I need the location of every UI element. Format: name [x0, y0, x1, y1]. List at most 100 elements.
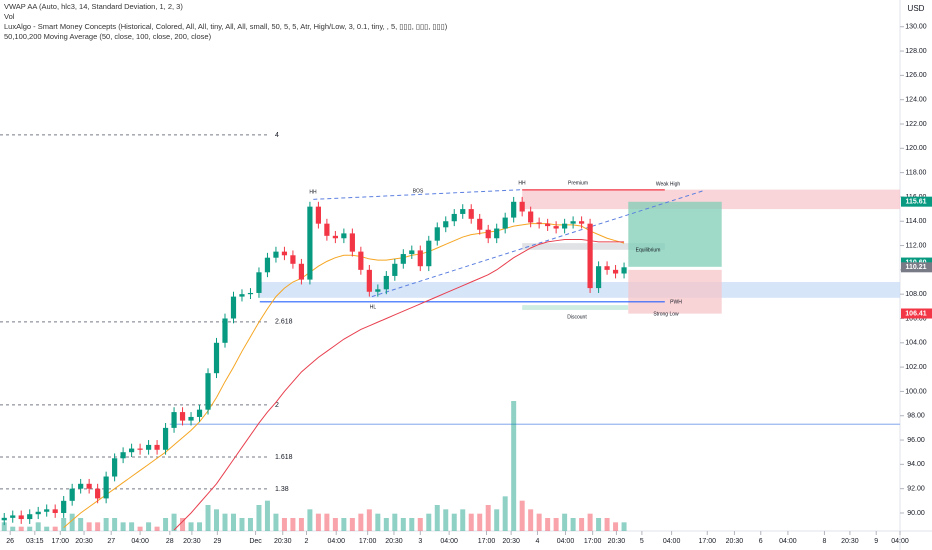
volume-bar [69, 513, 75, 531]
x-tick-label: Dec [249, 538, 262, 545]
x-tick-label: 17:00 [584, 538, 602, 545]
candle-body [10, 515, 16, 518]
candle-body [230, 296, 237, 319]
volume-bar [383, 518, 389, 531]
annotation: Strong Low [653, 311, 679, 317]
candle-body [112, 458, 118, 477]
zone [522, 243, 665, 250]
currency: USD [908, 4, 925, 13]
volume-bar [273, 513, 279, 531]
x-tick-label: 20:30 [726, 538, 744, 545]
volume-bar [137, 526, 143, 531]
candle-body [434, 227, 440, 241]
candle-body [366, 269, 372, 292]
candle-body [383, 275, 389, 290]
candle-body [18, 515, 24, 520]
volume-bar [239, 518, 245, 531]
volume-bar [604, 518, 610, 531]
volume-bar [163, 518, 169, 531]
y-tick-label: 112.00 [906, 242, 927, 249]
y-tick-label: 126.00 [905, 72, 927, 79]
candle-body [78, 483, 84, 489]
x-tick-label: 20:30 [183, 538, 201, 545]
candle-body [61, 500, 67, 513]
candle-body [460, 209, 466, 214]
fib-label: 1.618 [275, 454, 293, 461]
candle-body [562, 223, 568, 229]
volume-bar [553, 518, 559, 531]
y-tick-label: 104.00 [905, 340, 927, 347]
candle-body [324, 223, 330, 236]
x-tick-label: 27 [107, 538, 115, 545]
candle-body [485, 229, 491, 239]
x-tick-label: 04:00 [557, 538, 575, 545]
candle-body [553, 226, 559, 229]
x-tick-label: 20:30 [841, 538, 859, 545]
y-tick-label: 106.00 [905, 315, 927, 322]
volume-bar [222, 513, 228, 531]
volume-bar [485, 505, 491, 531]
candle-body [570, 221, 576, 224]
candle-body [162, 427, 169, 450]
candle-body [188, 416, 194, 421]
candle-body [222, 318, 228, 343]
price-badge [901, 262, 932, 273]
x-tick-label: 2 [305, 538, 309, 545]
candle-body [332, 235, 338, 239]
volume-bar [205, 505, 211, 531]
annotation: Discount [567, 314, 587, 320]
candle-body [35, 511, 41, 515]
volume-bar [10, 526, 16, 531]
candle-body [375, 289, 381, 292]
zone [522, 189, 900, 210]
volume-bar [78, 518, 84, 531]
volume-bar [451, 513, 457, 531]
volume-bar [417, 518, 423, 531]
candle-body [298, 263, 305, 280]
volume-bar [120, 522, 126, 531]
annotation: HH [309, 189, 317, 195]
x-tick-label: 28 [166, 538, 174, 545]
x-tick-label: 8 [822, 538, 826, 545]
candle-body [621, 267, 627, 274]
volume-bar [61, 518, 67, 531]
volume-bar [519, 500, 525, 531]
x-tick-label: 20:30 [608, 538, 626, 545]
x-tick-label: 04:00 [663, 538, 681, 545]
x-tick-label: 29 [213, 538, 221, 545]
y-tick-label: 92.00 [907, 486, 925, 493]
fib-label: 2 [275, 402, 279, 409]
candle-body [604, 266, 610, 270]
legend-line: 50,100,200 Moving Average (50, close, 10… [4, 32, 212, 41]
x-tick-label: 17:00 [359, 538, 377, 545]
volume-bar [154, 526, 160, 531]
candle-body [154, 444, 160, 450]
candle-body [392, 263, 398, 276]
x-tick-label: 03:15 [26, 538, 44, 545]
candle-body [95, 488, 101, 499]
volume-bar [358, 513, 364, 531]
y-tick-label: 120.00 [905, 145, 927, 152]
candle-body [612, 269, 619, 274]
volume-bar [315, 513, 321, 531]
candle-body [256, 272, 262, 293]
volume-bar [44, 526, 50, 531]
candle-body [273, 251, 279, 258]
volume-bar [324, 513, 330, 531]
x-tick-label: 17:00 [478, 538, 496, 545]
candle-body [1, 517, 7, 521]
volume-bar [188, 522, 194, 531]
x-tick-label: 5 [640, 538, 644, 545]
x-tick-label: 26 [6, 538, 14, 545]
candle-body [587, 223, 593, 289]
candle-body [307, 206, 313, 280]
x-tick-label: 04:00 [327, 538, 345, 545]
volume-bar [502, 496, 508, 531]
fib-label: 4 [275, 132, 279, 139]
candle-body [417, 250, 423, 267]
candle-body [27, 514, 33, 520]
candle-body [44, 509, 50, 512]
volume-bar [349, 518, 355, 531]
volume-bar [536, 513, 542, 531]
candle-body [247, 292, 254, 295]
